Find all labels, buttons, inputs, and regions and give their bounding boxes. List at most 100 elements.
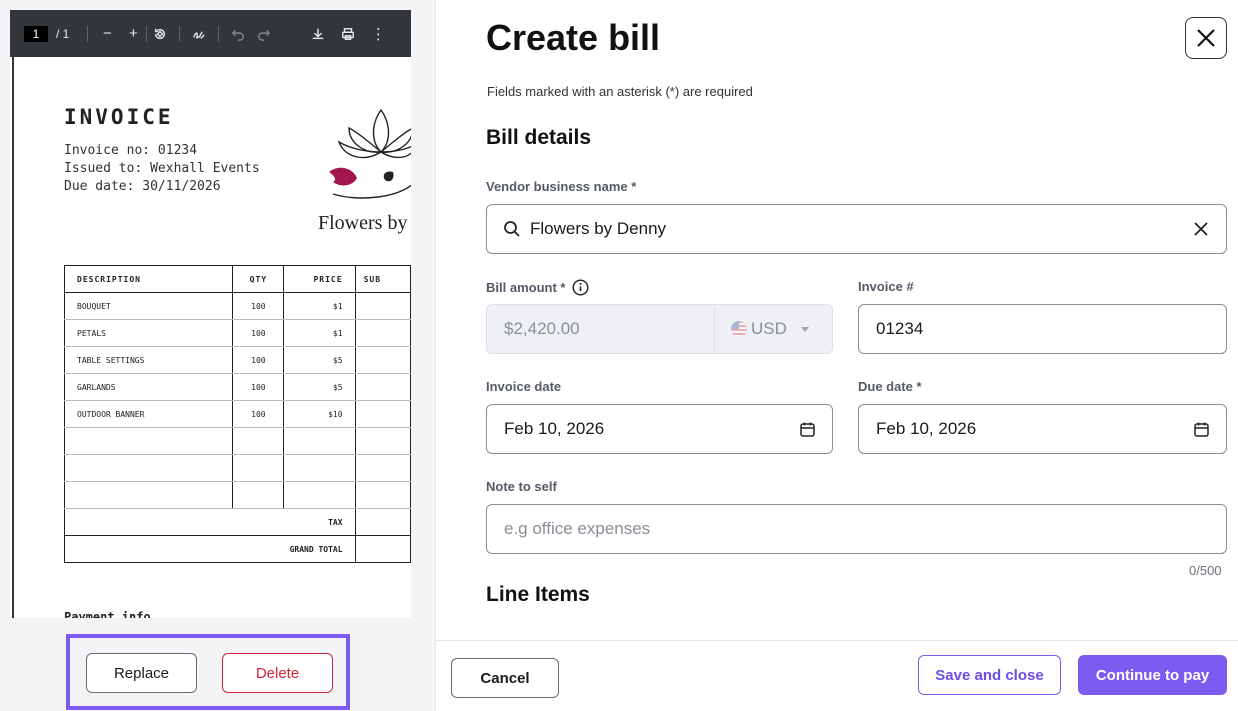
cell-price: $5 <box>283 346 356 374</box>
table-row: BOUQUET 100 $1 <box>63 292 411 320</box>
cell-qty: 100 <box>232 373 285 401</box>
invoice-date-label: Invoice date <box>486 379 562 394</box>
column-header-price: PRICE <box>283 265 356 293</box>
pdf-toolbar: 1 / 1 − + <box>10 10 411 57</box>
invoice-issued-to: Issued to: Wexhall Events <box>64 161 260 176</box>
table-row: GARLANDS 100 $5 <box>63 373 411 401</box>
note-label: Note to self <box>486 479 557 494</box>
document-panel: 1 / 1 − + <box>0 0 436 711</box>
grand-total-label: GRAND TOTAL <box>64 535 356 563</box>
zoom-out-button[interactable]: − <box>102 25 112 42</box>
invoice-brand: Flowers by <box>318 212 408 234</box>
invoice-number: Invoice no: 01234 <box>64 143 198 158</box>
cell-description: BOUQUET <box>63 292 234 320</box>
vendor-search-field[interactable]: Flowers by Denny <box>486 204 1227 254</box>
rotate-button[interactable] <box>149 23 171 45</box>
invoice-meta: Invoice no: 01234 Issued to: Wexhall Eve… <box>64 142 260 196</box>
bill-amount-label-text: Bill amount * <box>486 280 566 295</box>
page-total: / 1 <box>56 26 70 41</box>
invoice-number-label: Invoice # <box>858 279 914 294</box>
note-field[interactable]: e.g office expenses <box>486 504 1227 554</box>
delete-button[interactable]: Delete <box>222 653 333 693</box>
cell-subtotal <box>354 373 411 401</box>
pdf-page: INVOICE Invoice no: 01234 Issued to: Wex… <box>12 57 411 618</box>
column-header-subtotal: SUB <box>354 265 411 293</box>
column-header-qty: QTY <box>232 265 285 293</box>
cell-qty: 100 <box>232 319 285 347</box>
download-button[interactable] <box>307 23 329 45</box>
vendor-value: Flowers by Denny <box>530 219 667 238</box>
redo-icon <box>258 29 271 41</box>
replace-button[interactable]: Replace <box>86 653 197 693</box>
download-icon <box>313 28 324 39</box>
cell-price: $1 <box>283 292 356 320</box>
toolbar-divider <box>179 25 181 42</box>
due-date-label: Due date * <box>858 379 922 394</box>
rotate-icon <box>155 28 166 39</box>
invoice-number-field[interactable]: 01234 <box>858 304 1227 354</box>
due-date-value: Feb 10, 2026 <box>876 419 977 438</box>
cancel-button[interactable]: Cancel <box>451 658 559 698</box>
undo-button[interactable] <box>227 23 249 45</box>
table-row: OUTDOOR BANNER 100 $10 <box>63 400 411 428</box>
cell-description: PETALS <box>63 319 234 347</box>
page-number-input[interactable]: 1 <box>24 25 48 42</box>
redo-button[interactable] <box>253 23 275 45</box>
flower-logo-icon <box>329 108 411 199</box>
table-row-empty <box>63 454 411 482</box>
close-icon <box>1197 29 1215 47</box>
table-row: PETALS 100 $1 <box>63 319 411 347</box>
close-button[interactable] <box>1185 17 1227 59</box>
cell-description: OUTDOOR BANNER <box>63 400 234 428</box>
cell-subtotal <box>354 319 411 347</box>
more-options-button[interactable]: ⋮ <box>370 25 386 43</box>
required-note: Fields marked with an asterisk (*) are r… <box>487 84 753 99</box>
invoice-number-value: 01234 <box>876 319 924 338</box>
chevron-down-icon <box>800 326 809 332</box>
cell-qty: 100 <box>232 292 285 320</box>
grand-total-row: GRAND TOTAL <box>64 535 411 563</box>
cell-qty: 100 <box>232 400 285 428</box>
us-flag-icon <box>731 321 747 337</box>
print-icon <box>342 27 355 40</box>
toolbar-divider <box>218 25 220 42</box>
tax-row: TAX <box>64 508 411 536</box>
calendar-icon[interactable] <box>1193 421 1210 438</box>
print-button[interactable] <box>337 23 359 45</box>
cell-qty: 100 <box>232 346 285 374</box>
tax-label: TAX <box>64 508 356 536</box>
file-actions: Replace Delete <box>66 634 350 710</box>
cell-subtotal <box>354 346 411 374</box>
table-row-empty <box>63 481 411 509</box>
cell-price: $10 <box>283 400 356 428</box>
cell-description: GARLANDS <box>63 373 234 401</box>
calendar-icon[interactable] <box>799 421 816 438</box>
zoom-in-button[interactable]: + <box>128 25 138 42</box>
info-icon[interactable] <box>572 279 589 296</box>
create-bill-form: Create bill Fields marked with an asteri… <box>436 0 1238 711</box>
clear-icon[interactable] <box>1194 222 1208 236</box>
cell-subtotal <box>354 292 411 320</box>
invoice-date-field[interactable]: Feb 10, 2026 <box>486 404 833 454</box>
table-row-empty <box>63 427 411 455</box>
table-row: TABLE SETTINGS 100 $5 <box>63 346 411 374</box>
save-and-close-button[interactable]: Save and close <box>918 655 1061 695</box>
draw-icon <box>193 31 206 39</box>
column-header-description: DESCRIPTION <box>63 265 234 293</box>
bill-amount-field[interactable]: $2,420.00 USD <box>486 304 833 354</box>
bill-amount-label: Bill amount * <box>486 279 589 296</box>
vendor-label: Vendor business name * <box>486 179 637 194</box>
page-title: Create bill <box>486 17 661 58</box>
invoice-title: INVOICE <box>64 105 174 129</box>
invoice-due-date: Due date: 30/11/2026 <box>64 179 221 194</box>
currency-select[interactable]: USD <box>714 305 832 353</box>
cell-price: $1 <box>283 319 356 347</box>
toolbar-divider <box>146 25 148 42</box>
continue-to-pay-button[interactable]: Continue to pay <box>1078 655 1227 695</box>
cell-description: TABLE SETTINGS <box>63 346 234 374</box>
annotate-button[interactable] <box>188 23 210 45</box>
note-placeholder: e.g office expenses <box>504 519 651 538</box>
toolbar-divider <box>87 25 89 42</box>
due-date-field[interactable]: Feb 10, 2026 <box>858 404 1227 454</box>
payment-info-heading: Payment info <box>64 610 151 618</box>
